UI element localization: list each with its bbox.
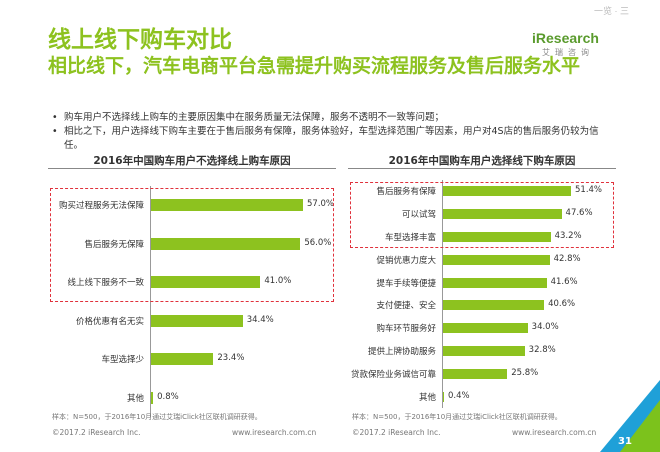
category-label: 其他 xyxy=(418,392,436,403)
category-label: 提车手续等便捷 xyxy=(376,278,436,289)
value-label: 25.8% xyxy=(511,367,539,378)
bar xyxy=(443,277,547,288)
logo-brand: iResearch xyxy=(532,30,599,46)
bar xyxy=(443,209,562,220)
bar xyxy=(443,346,525,356)
page-subtitle: 相比线下，汽车电商平台急需提升购买流程服务及售后服务水平 xyxy=(48,55,581,77)
website-right: www.iresearch.com.cn xyxy=(512,428,597,437)
category-label: 车型选择丰富 xyxy=(384,233,436,243)
chart-title-underline xyxy=(348,168,616,169)
copyright-right: ©2017.2 iResearch Inc. xyxy=(352,428,441,437)
chart-axis xyxy=(442,180,443,408)
website-left: www.iresearch.com.cn xyxy=(232,428,317,437)
value-label: 56.0% xyxy=(304,237,332,248)
category-label: 售后服务无保障 xyxy=(84,239,144,250)
bar xyxy=(443,186,571,197)
bar xyxy=(151,391,154,404)
value-label: 57.0% xyxy=(307,199,335,210)
value-label: 32.8% xyxy=(528,345,556,355)
chart-title: 2016年中国购车用户不选择线上购车原因 xyxy=(93,155,291,167)
bar xyxy=(443,323,528,334)
logo-subtitle: 艾瑞咨询 xyxy=(542,48,594,57)
value-label: 47.6% xyxy=(565,208,593,219)
value-label: 43.2% xyxy=(554,231,582,241)
chart-axis xyxy=(150,186,151,417)
sample-note-left: 样本：N=500，于2016年10月通过艾瑞iClick社区联机调研获得。 xyxy=(52,413,262,421)
bar xyxy=(151,353,214,366)
bullet-item: 相比之下，用户选择线下购车主要在于售后服务有保障，服务体验好，车型选择范围广等因… xyxy=(52,125,612,153)
bar xyxy=(151,237,301,250)
chart-title-underline xyxy=(48,168,336,169)
sample-note-right: 样本：N=500，于2016年10月通过艾瑞iClick社区联机调研获得。 xyxy=(352,413,562,421)
highlight-box xyxy=(350,182,614,249)
value-label: 42.8% xyxy=(553,253,581,264)
bar xyxy=(151,199,303,212)
value-label: 51.4% xyxy=(575,185,603,196)
value-label: 0.4% xyxy=(448,390,470,401)
bullet-item: 购车用户不选择线上购车的主要原因集中在服务质量无法保障，服务不透明不一致等问题； xyxy=(52,111,612,125)
corner-decoration xyxy=(600,380,660,452)
bullet-list: 购车用户不选择线上购车的主要原因集中在服务质量无法保障，服务不透明不一致等问题；… xyxy=(52,111,612,153)
category-label: 车型选择少 xyxy=(101,355,144,366)
chart-title: 2016年中国购车用户选择线下购车原因 xyxy=(388,155,576,167)
category-label: 售后服务有保障 xyxy=(376,187,436,198)
category-label: 其他 xyxy=(126,393,144,404)
highlight-box xyxy=(50,188,334,302)
value-label: 23.4% xyxy=(217,353,245,364)
watermark: 一览 · 三 xyxy=(594,6,629,16)
value-label: 41.0% xyxy=(264,276,292,287)
category-label: 促销优惠力度大 xyxy=(376,255,436,266)
category-label: 价格优惠有名无实 xyxy=(75,316,144,327)
value-label: 34.4% xyxy=(246,314,274,325)
value-label: 34.0% xyxy=(531,322,559,333)
category-label: 提供上牌协助服务 xyxy=(367,347,436,357)
category-label: 线上线下服务不一致 xyxy=(67,278,144,289)
value-label: 41.6% xyxy=(550,276,578,287)
category-label: 购车环节服务好 xyxy=(376,324,436,335)
category-label: 支付便捷、安全 xyxy=(376,301,436,312)
bar xyxy=(443,254,550,265)
value-label: 40.6% xyxy=(548,299,576,310)
bar xyxy=(443,391,444,402)
page-title: 线上线下购车对比 xyxy=(48,27,232,53)
category-label: 贷款保险业务诚信可靠 xyxy=(350,369,436,380)
category-label: 购买过程服务无法保障 xyxy=(58,201,144,212)
bar xyxy=(443,232,551,242)
bar xyxy=(443,300,545,311)
bar xyxy=(151,276,261,289)
value-label: 0.8% xyxy=(157,391,179,402)
bar xyxy=(443,368,508,379)
iresearch-logo: iResearch 艾瑞咨询 xyxy=(532,30,622,58)
category-label: 可以试驾 xyxy=(401,210,436,221)
copyright-left: ©2017.2 iResearch Inc. xyxy=(52,428,141,437)
bar xyxy=(151,314,243,327)
page-number: 31 xyxy=(618,436,632,447)
